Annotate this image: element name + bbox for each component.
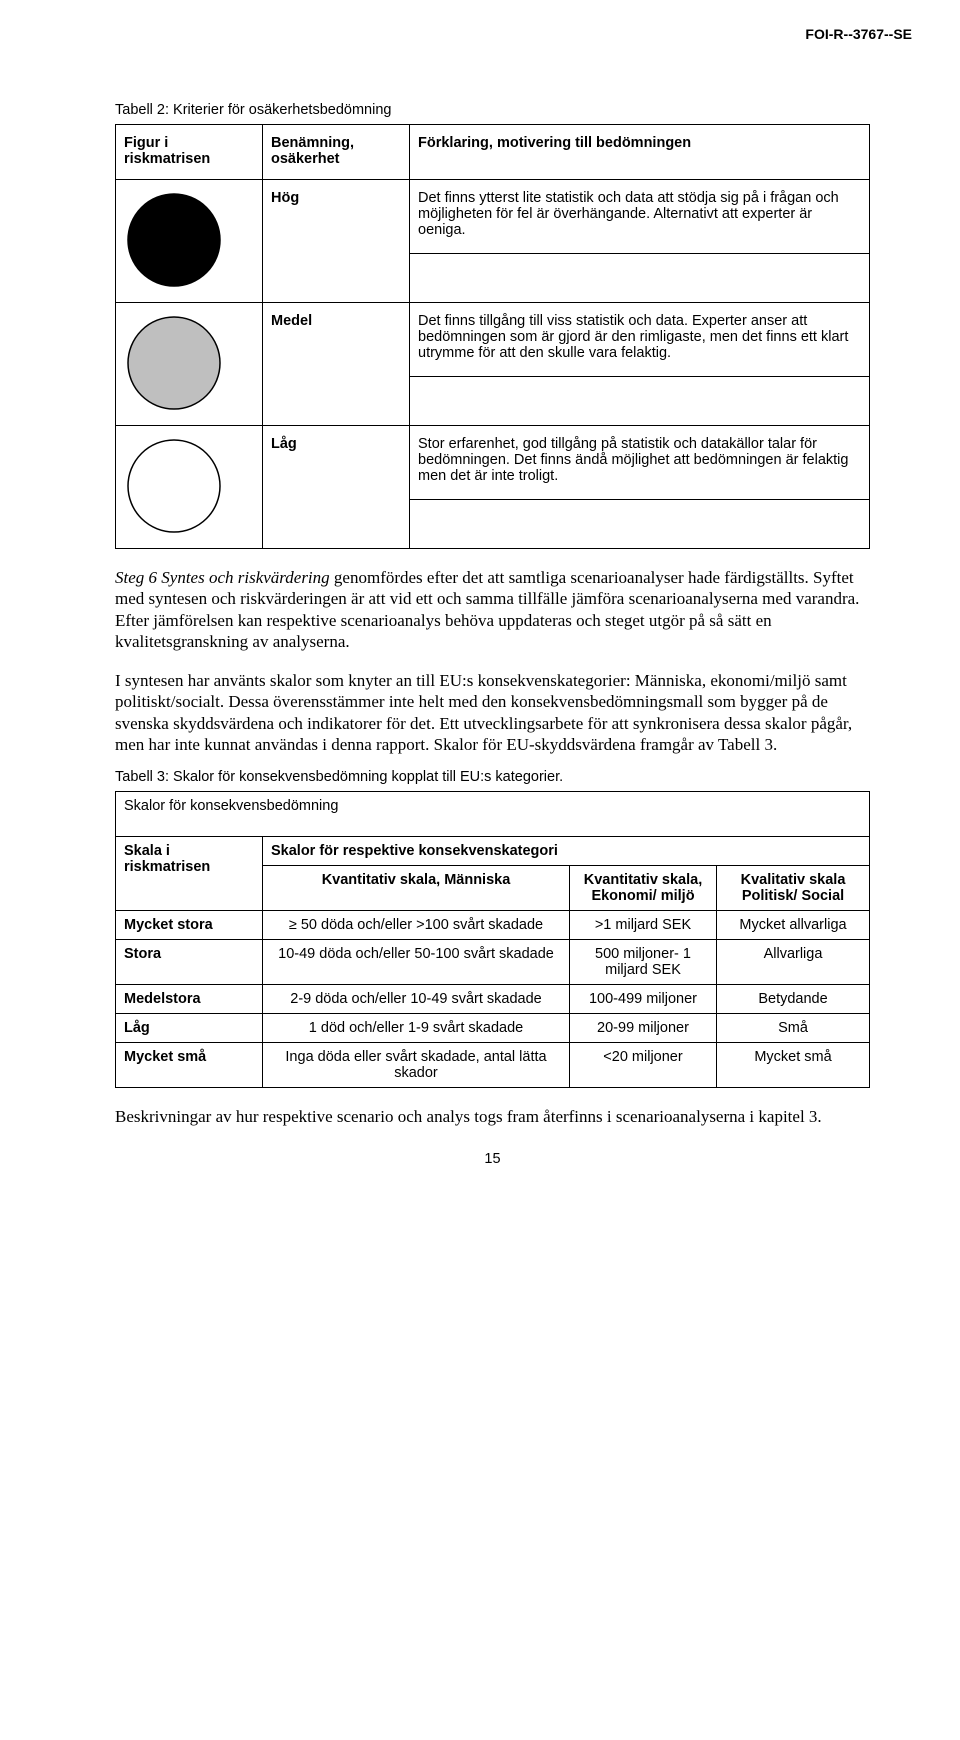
table2-figure-cell <box>116 303 263 426</box>
table2: Figur i riskmatrisen Benämning, osäkerhe… <box>115 124 870 549</box>
table2-label: Hög <box>271 190 299 206</box>
table3-cell: <20 miljoner <box>570 1043 717 1088</box>
table2-figure-cell <box>116 180 263 303</box>
table3-cell: 100-499 miljoner <box>570 985 717 1014</box>
table3-cell: 20-99 miljoner <box>570 1014 717 1043</box>
paragraph-lead: Steg 6 Syntes och riskvärdering <box>115 568 330 587</box>
table2-row: Medel Det finns tillgång till viss stati… <box>116 303 870 377</box>
table3-cell: 1 död och/eller 1-9 svårt skadade <box>263 1014 570 1043</box>
table2-header-row: Figur i riskmatrisen Benämning, osäkerhe… <box>116 125 870 180</box>
table3-row: Mycket små Inga döda eller svårt skadade… <box>116 1043 870 1088</box>
paragraph-descriptions: Beskrivningar av hur respektive scenario… <box>115 1106 870 1127</box>
table3-row: Stora 10-49 döda och/eller 50-100 svårt … <box>116 940 870 985</box>
table2-label: Medel <box>271 313 312 329</box>
table2-explanation: Det finns tillgång till viss statistik o… <box>418 313 848 361</box>
table3-col3-header: Kvalitativ skala Politisk/ Social <box>717 866 870 911</box>
table3-cell: Betydande <box>717 985 870 1014</box>
table3-cell: 500 miljoner- 1 miljard SEK <box>570 940 717 985</box>
table3-rowlabel: Låg <box>116 1014 263 1043</box>
table2-explanation: Det finns ytterst lite statistik och dat… <box>418 190 839 238</box>
table2-caption: Tabell 2: Kriterier för osäkerhetsbedömn… <box>115 102 870 118</box>
table3-rowlabel-header: Skala i riskmatrisen <box>116 837 263 911</box>
table3-row: Låg 1 död och/eller 1-9 svårt skadade 20… <box>116 1014 870 1043</box>
document-id: FOI-R--3767--SE <box>805 26 912 42</box>
uncertainty-circle-high-icon <box>124 190 224 290</box>
table2-header-explanation: Förklaring, motivering till bedömningen <box>410 125 870 180</box>
table3-row: Medelstora 2-9 döda och/eller 10-49 svår… <box>116 985 870 1014</box>
table3-cell: Inga döda eller svårt skadade, antal lät… <box>263 1043 570 1088</box>
table3-rowlabel: Stora <box>116 940 263 985</box>
table3-header-row-1: Skala i riskmatrisen Skalor för respekti… <box>116 837 870 866</box>
table2-gap-cell <box>410 500 870 549</box>
table3-col2-header: Kvantitativ skala, Ekonomi/ miljö <box>570 866 717 911</box>
table2-explanation: Stor erfarenhet, god tillgång på statist… <box>418 436 848 484</box>
table2-gap-cell <box>410 254 870 303</box>
paragraph-syntes: I syntesen har använts skalor som knyter… <box>115 670 870 755</box>
table3-rowlabel: Mycket stora <box>116 911 263 940</box>
table3-rowlabel: Medelstora <box>116 985 263 1014</box>
table3-title-row: Skalor för konsekvensbedömning <box>116 792 870 837</box>
circle-shape <box>128 440 220 532</box>
page-number: 15 <box>115 1151 870 1167</box>
table3-cell: Mycket små <box>717 1043 870 1088</box>
table3-cell: Mycket allvarliga <box>717 911 870 940</box>
table2-row: Låg Stor erfarenhet, god tillgång på sta… <box>116 426 870 500</box>
table2-explanation-cell: Stor erfarenhet, god tillgång på statist… <box>410 426 870 500</box>
table3-cell: Allvarliga <box>717 940 870 985</box>
table3-col1-header: Kvantitativ skala, Människa <box>263 866 570 911</box>
table3-rowlabel: Mycket små <box>116 1043 263 1088</box>
table3-cell: ≥ 50 döda och/eller >100 svårt skadade <box>263 911 570 940</box>
table3-cell: 10-49 döda och/eller 50-100 svårt skadad… <box>263 940 570 985</box>
table3-row: Mycket stora ≥ 50 döda och/eller >100 sv… <box>116 911 870 940</box>
uncertainty-circle-medium-icon <box>124 313 224 413</box>
table2-header-figure: Figur i riskmatrisen <box>116 125 263 180</box>
table2-header-label: Benämning, osäkerhet <box>263 125 410 180</box>
circle-shape <box>128 317 220 409</box>
paragraph-step6: Steg 6 Syntes och riskvärdering genomför… <box>115 567 870 652</box>
circle-shape <box>128 194 220 286</box>
page: FOI-R--3767--SE Tabell 2: Kriterier för … <box>0 0 960 1740</box>
table3: Skalor för konsekvensbedömning Skala i r… <box>115 791 870 1088</box>
uncertainty-circle-low-icon <box>124 436 224 536</box>
table2-row: Hög Det finns ytterst lite statistik och… <box>116 180 870 254</box>
table2-explanation-cell: Det finns tillgång till viss statistik o… <box>410 303 870 377</box>
table2-label: Låg <box>271 436 297 452</box>
table2-explanation-cell: Det finns ytterst lite statistik och dat… <box>410 180 870 254</box>
table2-figure-cell <box>116 426 263 549</box>
table3-group-header: Skalor för respektive konsekvenskategori <box>263 837 870 866</box>
table3-cell: >1 miljard SEK <box>570 911 717 940</box>
table3-caption: Tabell 3: Skalor för konsekvensbedömning… <box>115 769 870 785</box>
table2-gap-cell <box>410 377 870 426</box>
table2-label-cell: Medel <box>263 303 410 426</box>
table2-label-cell: Hög <box>263 180 410 303</box>
table3-cell: 2-9 döda och/eller 10-49 svårt skadade <box>263 985 570 1014</box>
table3-cell: Små <box>717 1014 870 1043</box>
table3-title: Skalor för konsekvensbedömning <box>116 792 870 837</box>
table2-label-cell: Låg <box>263 426 410 549</box>
